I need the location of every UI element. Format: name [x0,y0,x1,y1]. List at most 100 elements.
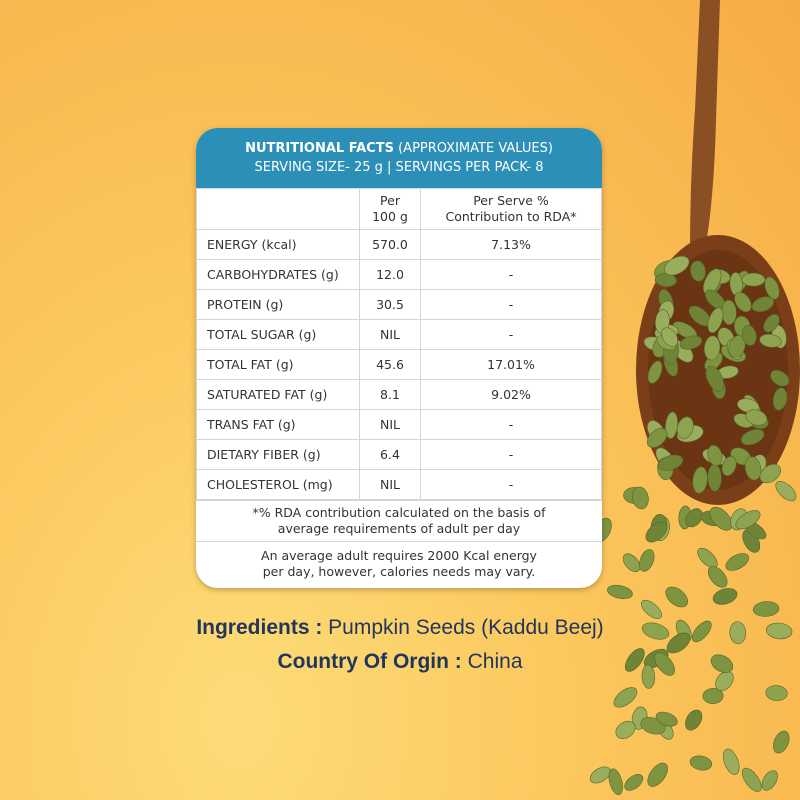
seed [622,553,641,573]
seed [737,398,760,413]
seed [770,369,790,387]
ingredients-label: Ingredients : [196,616,323,639]
seed [759,333,782,348]
seed [655,711,678,727]
nutrient-name: TRANS FAT (g) [196,409,360,440]
table-row: TOTAL SUGAR (g) NIL - [196,319,602,350]
nutrient-per100: 570.0 [359,229,421,260]
seed [607,584,633,600]
nutrition-header-line2: SERVING SIZE- 25 g | SERVINGS PER PACK- … [254,160,544,175]
seed [752,601,780,617]
seed [707,566,728,588]
seed [775,481,797,502]
seed [759,463,782,484]
seed [773,730,790,754]
seed [741,325,757,346]
seed [645,521,668,543]
seed [624,774,644,791]
seed [707,307,724,334]
nutrient-per100: 30.5 [359,289,421,320]
seed [705,365,724,392]
seed [728,335,746,358]
nutrient-rda: - [420,259,602,290]
seed [734,292,752,313]
seed [646,428,668,448]
seed [647,762,668,787]
seed [722,748,740,775]
table-row: PROTEIN (g) 30.5- [196,289,602,320]
seed [685,709,703,731]
nutrition-table: Per 100 g Per Serve % Contribution to RD… [196,188,602,500]
energy-note: An average adult requires 2000 Kcal ener… [196,541,602,584]
nutrient-rda: 7.13% [420,229,602,260]
seed [772,387,788,411]
nutrient-name: ENERGY (kcal) [196,229,360,260]
seed [665,586,688,608]
pumpkin-seeds [589,255,797,795]
seed [632,486,649,510]
origin-label: Country Of Orgin : [277,650,462,673]
nutrient-rda: - [420,439,602,470]
seed [765,685,788,701]
nutrition-header-line1: NUTRITIONAL FACTS (APPROXIMATE VALUES) [245,141,553,156]
table-row: TRANS FAT (g) NIL - [196,409,602,440]
nutrient-rda: 9.02% [420,379,602,410]
nutrient-rda: 17.01% [420,349,602,380]
nutrient-per100: 6.4 [359,439,421,470]
nutrient-per100: NIL [359,319,421,350]
table-row: DIETARY FIBER (g) 6.4- [196,439,602,470]
seed [625,648,645,672]
nutrition-header: NUTRITIONAL FACTS (APPROXIMATE VALUES) S… [196,128,602,188]
seed [735,510,761,530]
seed [710,654,734,674]
header-rda: Per Serve % Contribution to RDA* [420,188,602,230]
seed [725,553,750,571]
nutrient-per100: 12.0 [359,259,421,290]
origin-value: China [467,650,523,673]
nutrient-rda: - [420,319,602,350]
seed [745,409,768,426]
nutrient-name: PROTEIN (g) [196,289,360,320]
seed [729,621,747,645]
ingredients-value: Pumpkin Seeds (Kaddu Beej) [328,616,604,639]
seed [641,622,670,640]
seed [679,335,703,350]
nutrient-per100: 8.1 [359,379,421,410]
seed [666,632,691,654]
header-per100: Per 100 g [359,188,421,230]
nutrient-rda: - [420,409,602,440]
seed [658,454,684,471]
table-row: TOTAL FAT (g) 45.6 17.01% [196,349,602,380]
seed [665,411,679,439]
nutrient-name: SATURATED FAT (g) [196,379,360,410]
nutrient-name: CHOLESTEROL (mg) [196,469,360,500]
ingredients-line: Ingredients : Pumpkin Seeds (Kaddu Beej) [0,616,800,640]
seed [608,768,623,795]
seed [697,547,718,569]
seed [690,260,706,282]
nutrient-name: TOTAL FAT (g) [196,349,360,380]
seed [764,276,780,300]
seed [639,549,655,572]
seed [751,296,775,313]
nutrient-per100: 45.6 [359,349,421,380]
seed [763,313,780,333]
seed [703,335,721,361]
nutrient-per100: NIL [359,469,421,500]
seed [647,360,663,384]
seed [640,599,662,619]
seed [654,652,675,676]
seed [715,671,734,692]
table-header-row: Per 100 g Per Serve % Contribution to RD… [196,188,602,230]
seed [664,255,690,276]
origin-line: Country Of Orgin : China [0,650,800,674]
seed [721,455,737,477]
seed [685,508,703,528]
seed [740,429,765,446]
seed [707,463,722,492]
seed [691,620,712,643]
spoon-handle [690,0,720,250]
nutrient-name: DIETARY FIBER (g) [196,439,360,470]
seed [744,456,762,481]
